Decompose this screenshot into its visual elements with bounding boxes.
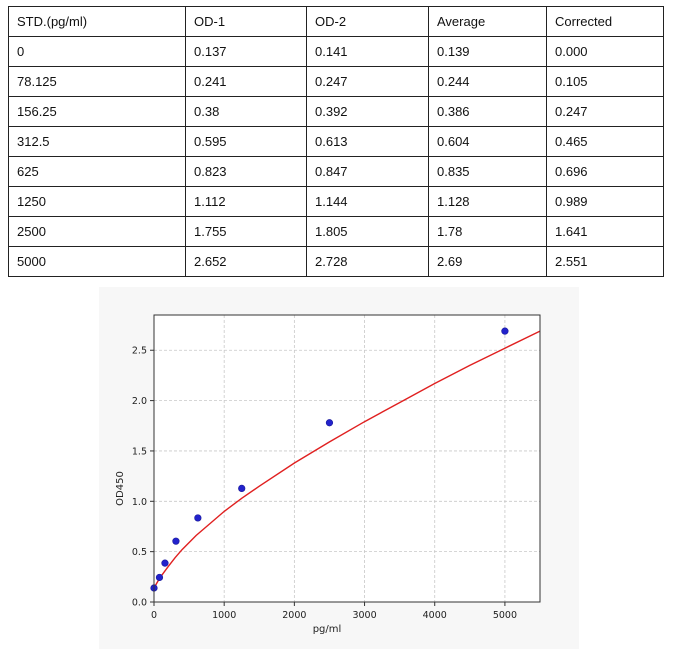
- table-row: 78.125 0.241 0.247 0.244 0.105: [8, 66, 664, 97]
- table-header-cell: STD.(pg/ml): [8, 6, 186, 37]
- table-cell: 0.38: [185, 96, 307, 127]
- table-row: 0 0.137 0.141 0.139 0.000: [8, 36, 664, 67]
- table-cell: 0.613: [306, 126, 429, 157]
- table-cell: 0.241: [185, 66, 307, 97]
- table-cell: 5000: [8, 246, 186, 277]
- y-tick-label: 0.5: [132, 547, 147, 558]
- x-tick-label: 5000: [493, 610, 517, 621]
- table-cell: 1250: [8, 186, 186, 217]
- x-axis-label: pg/ml: [313, 624, 342, 635]
- table-cell: 0.137: [185, 36, 307, 67]
- table-row: 1250 1.112 1.144 1.128 0.989: [8, 186, 664, 217]
- table-header-cell: OD-1: [185, 6, 307, 37]
- table-cell: 1.144: [306, 186, 429, 217]
- table-cell: 0.823: [185, 156, 307, 187]
- x-tick-label: 2000: [282, 610, 306, 621]
- data-point: [325, 419, 334, 427]
- table-cell: 0.835: [428, 156, 547, 187]
- table-cell: 0.696: [546, 156, 664, 187]
- table-cell: 156.25: [8, 96, 186, 127]
- table-cell: 1.805: [306, 216, 429, 247]
- table-cell: 0.105: [546, 66, 664, 97]
- table-row: 2500 1.755 1.805 1.78 1.641: [8, 216, 664, 247]
- x-tick-label: 3000: [352, 610, 376, 621]
- plot-frame: [153, 314, 541, 603]
- table-row: 5000 2.652 2.728 2.69 2.551: [8, 246, 664, 277]
- y-tick-label: 2.5: [132, 346, 147, 357]
- x-tick-label: 1000: [212, 610, 236, 621]
- data-point: [238, 484, 246, 493]
- table-cell: 2.69: [428, 246, 547, 277]
- table-cell: 0.392: [306, 96, 429, 127]
- table-cell: 1.641: [546, 216, 664, 247]
- fit-curve-line: [153, 330, 541, 589]
- table-cell: 0: [8, 36, 186, 67]
- table-cell: 2.551: [546, 246, 664, 277]
- standards-table: STD.(pg/ml) OD-1 OD-2 Average Corrected 0 0.13…: [8, 6, 664, 277]
- data-point: [161, 559, 169, 567]
- table-row: 156.25 0.38 0.392 0.386 0.247: [8, 96, 664, 127]
- y-tick-label: 1.0: [132, 497, 147, 508]
- table-cell: 0.595: [185, 126, 307, 157]
- table-cell: 0.000: [546, 36, 664, 67]
- table-cell: 0.247: [546, 96, 664, 127]
- data-point: [155, 573, 164, 582]
- data-point: [501, 327, 509, 335]
- table-cell: 0.847: [306, 156, 429, 187]
- table-cell: 1.755: [185, 216, 307, 247]
- standard-curve-figure: 0 1000 2000 3000 4000 5000 0.0 0.5 1.0 1.5 2.0 2.5 p…: [99, 287, 579, 649]
- table-cell: 0.139: [428, 36, 547, 67]
- y-axis-label: OD450: [115, 471, 126, 506]
- y-tick-label: 0.0: [132, 598, 147, 609]
- table-header-row: STD.(pg/ml) OD-1 OD-2 Average Corrected: [8, 6, 664, 37]
- y-tick-label: 1.5: [132, 446, 147, 457]
- data-point: [172, 537, 180, 545]
- table-header-cell: Corrected: [546, 6, 664, 37]
- table-cell: 0.244: [428, 66, 547, 97]
- table-cell: 1.112: [185, 186, 307, 217]
- table-header-cell: Average: [428, 6, 547, 37]
- table-cell: 2.728: [306, 246, 429, 277]
- table-cell: 0.386: [428, 96, 547, 127]
- standard-curve-chart: 0 1000 2000 3000 4000 5000 0.0 0.5 1.0 1.5 2.0 2.5 p…: [115, 314, 541, 635]
- x-tick-label: 0: [151, 610, 157, 621]
- y-tick-label: 2.0: [132, 396, 147, 407]
- table-cell: 0.604: [428, 126, 547, 157]
- table-cell: 0.465: [546, 126, 664, 157]
- table-cell: 0.247: [306, 66, 429, 97]
- table-cell: 312.5: [8, 126, 186, 157]
- x-tick-label: 4000: [423, 610, 447, 621]
- table-cell: 0.141: [306, 36, 429, 67]
- table-cell: 78.125: [8, 66, 186, 97]
- table-cell: 625: [8, 156, 186, 187]
- table-cell: 2500: [8, 216, 186, 247]
- plot-area: [154, 315, 540, 602]
- table-cell: 1.128: [428, 186, 547, 217]
- table-cell: 2.652: [185, 246, 307, 277]
- table-cell: 0.989: [546, 186, 664, 217]
- data-point: [194, 514, 202, 522]
- table-header-cell: OD-2: [306, 6, 429, 37]
- table-row: 312.5 0.595 0.613 0.604 0.465: [8, 126, 664, 157]
- table-row: 625 0.823 0.847 0.835 0.696: [8, 156, 664, 187]
- table-cell: 1.78: [428, 216, 547, 247]
